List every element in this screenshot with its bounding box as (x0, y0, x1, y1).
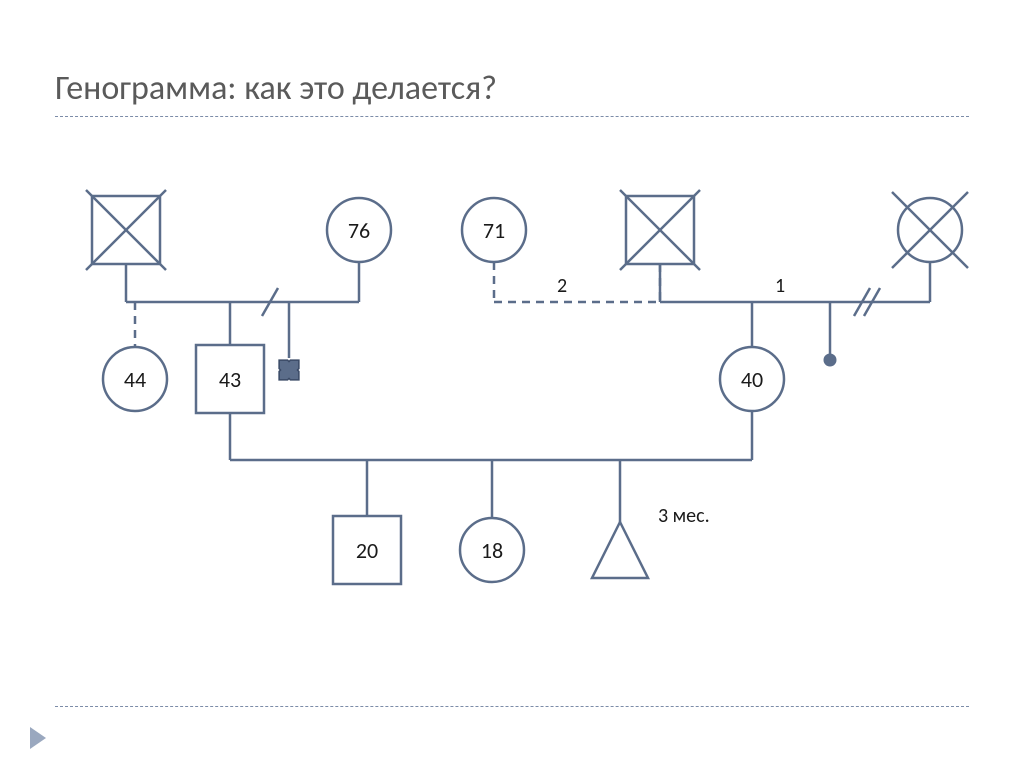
node-label: 40 (722, 366, 782, 393)
node-label: 18 (462, 537, 522, 564)
node-label: 20 (337, 537, 397, 564)
slide: Генограмма: как это делается? 2176714443… (0, 0, 1024, 767)
node-label: 76 (329, 217, 389, 244)
node-side-label: 3 мес. (658, 504, 710, 528)
marriage-order-label: 2 (557, 274, 567, 298)
node-label: 44 (105, 366, 165, 393)
node-label: 43 (200, 366, 260, 393)
marriage-order-label: 1 (775, 274, 785, 298)
node-label: 71 (464, 217, 524, 244)
pager-next-icon[interactable] (30, 727, 46, 749)
